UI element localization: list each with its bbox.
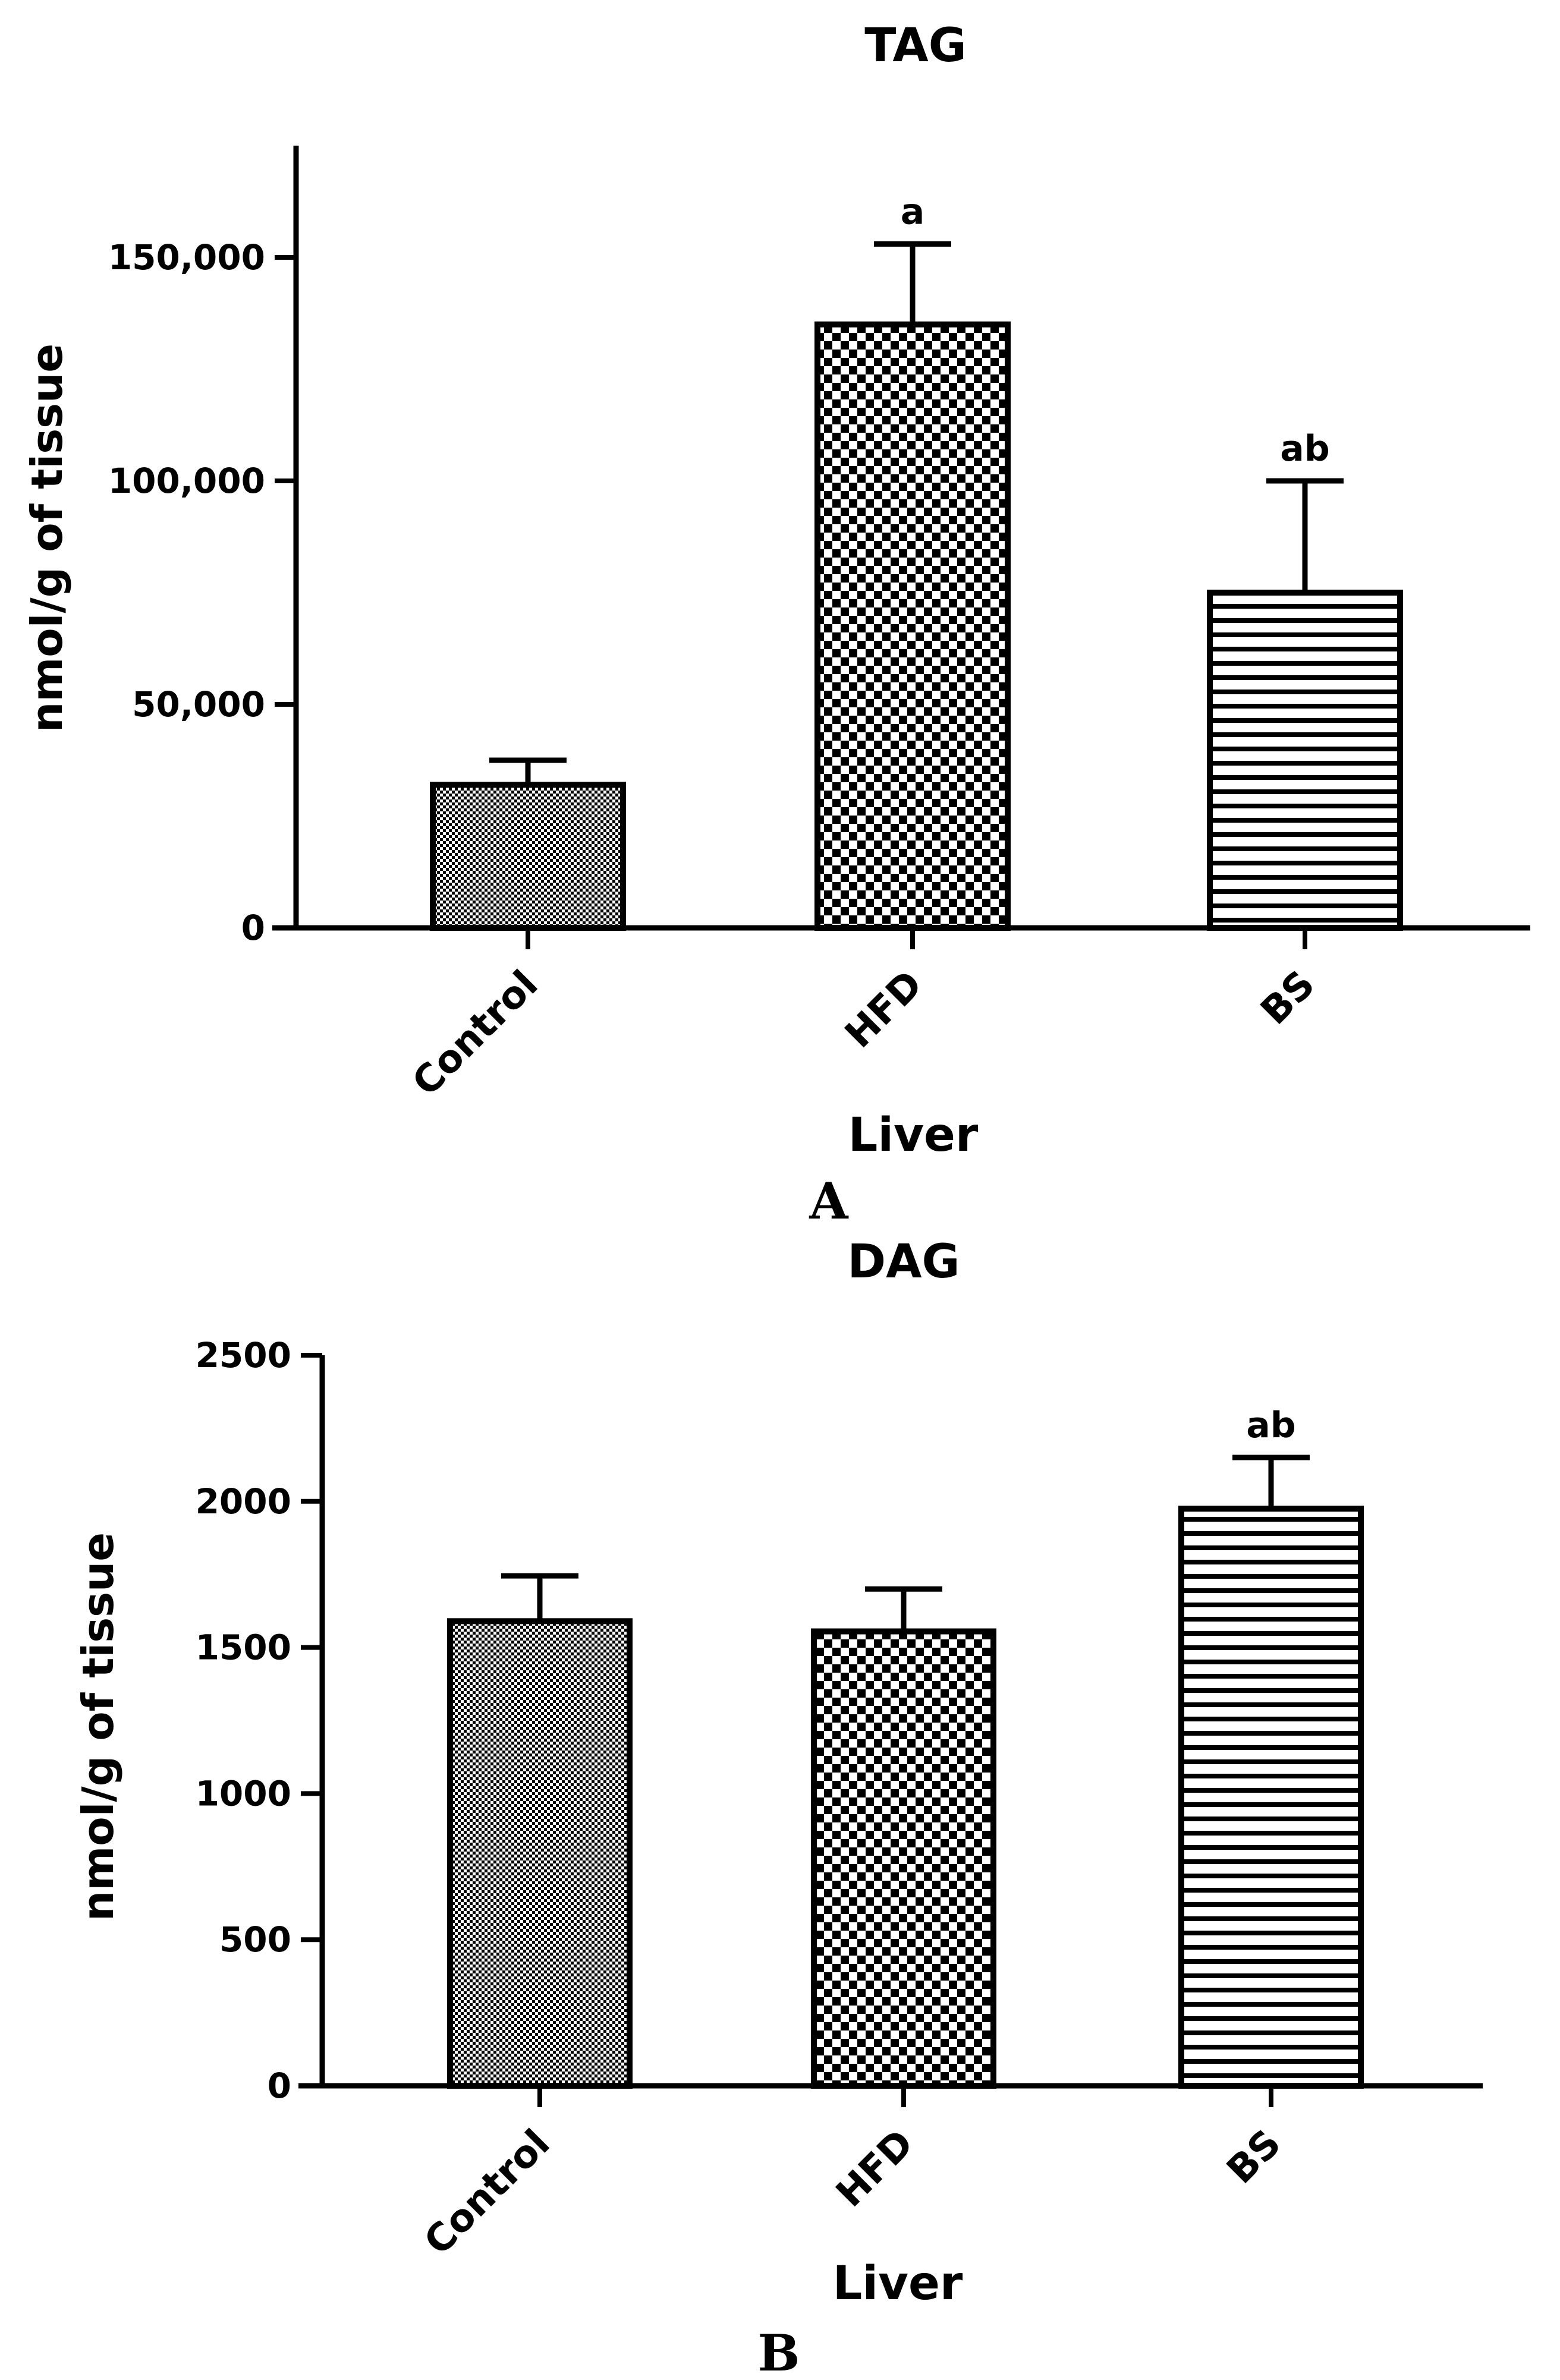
- y-tick-label: 150,000: [108, 237, 265, 278]
- plot-area: 0 500 1000 1500 2000 2500 Control HFD ab BS: [196, 1335, 1483, 2263]
- bar: [447, 1618, 633, 2089]
- y-tick-label: 2500: [196, 1335, 291, 1375]
- y-tick-label: 500: [219, 1919, 291, 1960]
- plot-area: 0 50,000 100,000 150,000 Control a HFD ab BS: [108, 146, 1530, 1104]
- bar: [430, 782, 626, 931]
- bar: [1207, 590, 1403, 931]
- y-tick-label: 2000: [196, 1481, 291, 1522]
- y-tick-label: 0: [268, 2066, 291, 2106]
- significance-label: ab: [1246, 1405, 1295, 1446]
- x-tick-label: BS: [1219, 2121, 1289, 2192]
- bar: [1178, 1506, 1364, 2089]
- y-axis-label: nmol/g of tissue: [22, 344, 72, 732]
- y-tick-label: 100,000: [108, 461, 265, 501]
- chart-title: DAG: [847, 1235, 960, 1289]
- bar: [811, 1628, 996, 2089]
- x-tick-label: HFD: [837, 962, 932, 1057]
- chart-panel-b: DAG nmol/g of tissue 0 500 1000 1500 2000 250…: [73, 1235, 1483, 2380]
- bar: [814, 321, 1011, 931]
- y-axis-label: nmol/g of tissue: [73, 1532, 123, 1921]
- significance-label: a: [901, 191, 925, 232]
- x-tick-label: HFD: [828, 2121, 923, 2216]
- x-tick-label: BS: [1253, 962, 1323, 1033]
- x-axis-label: Liver: [848, 1109, 979, 1162]
- x-axis-label: Liver: [833, 2257, 963, 2310]
- panel-label: A: [809, 1172, 849, 1230]
- y-tick-label: 1000: [196, 1773, 291, 1814]
- x-tick-label: Control: [416, 2121, 558, 2263]
- panel-label: B: [758, 2324, 800, 2380]
- y-tick-label: 50,000: [132, 684, 265, 725]
- significance-label: ab: [1280, 428, 1329, 470]
- chart-panel-a: TAG nmol/g of tissue 0 50,000 100,000 150,0…: [22, 19, 1530, 1230]
- y-tick-label: 1500: [196, 1627, 291, 1668]
- x-tick-label: Control: [404, 962, 546, 1104]
- chart-title: TAG: [864, 19, 967, 73]
- y-tick-label: 0: [241, 908, 265, 948]
